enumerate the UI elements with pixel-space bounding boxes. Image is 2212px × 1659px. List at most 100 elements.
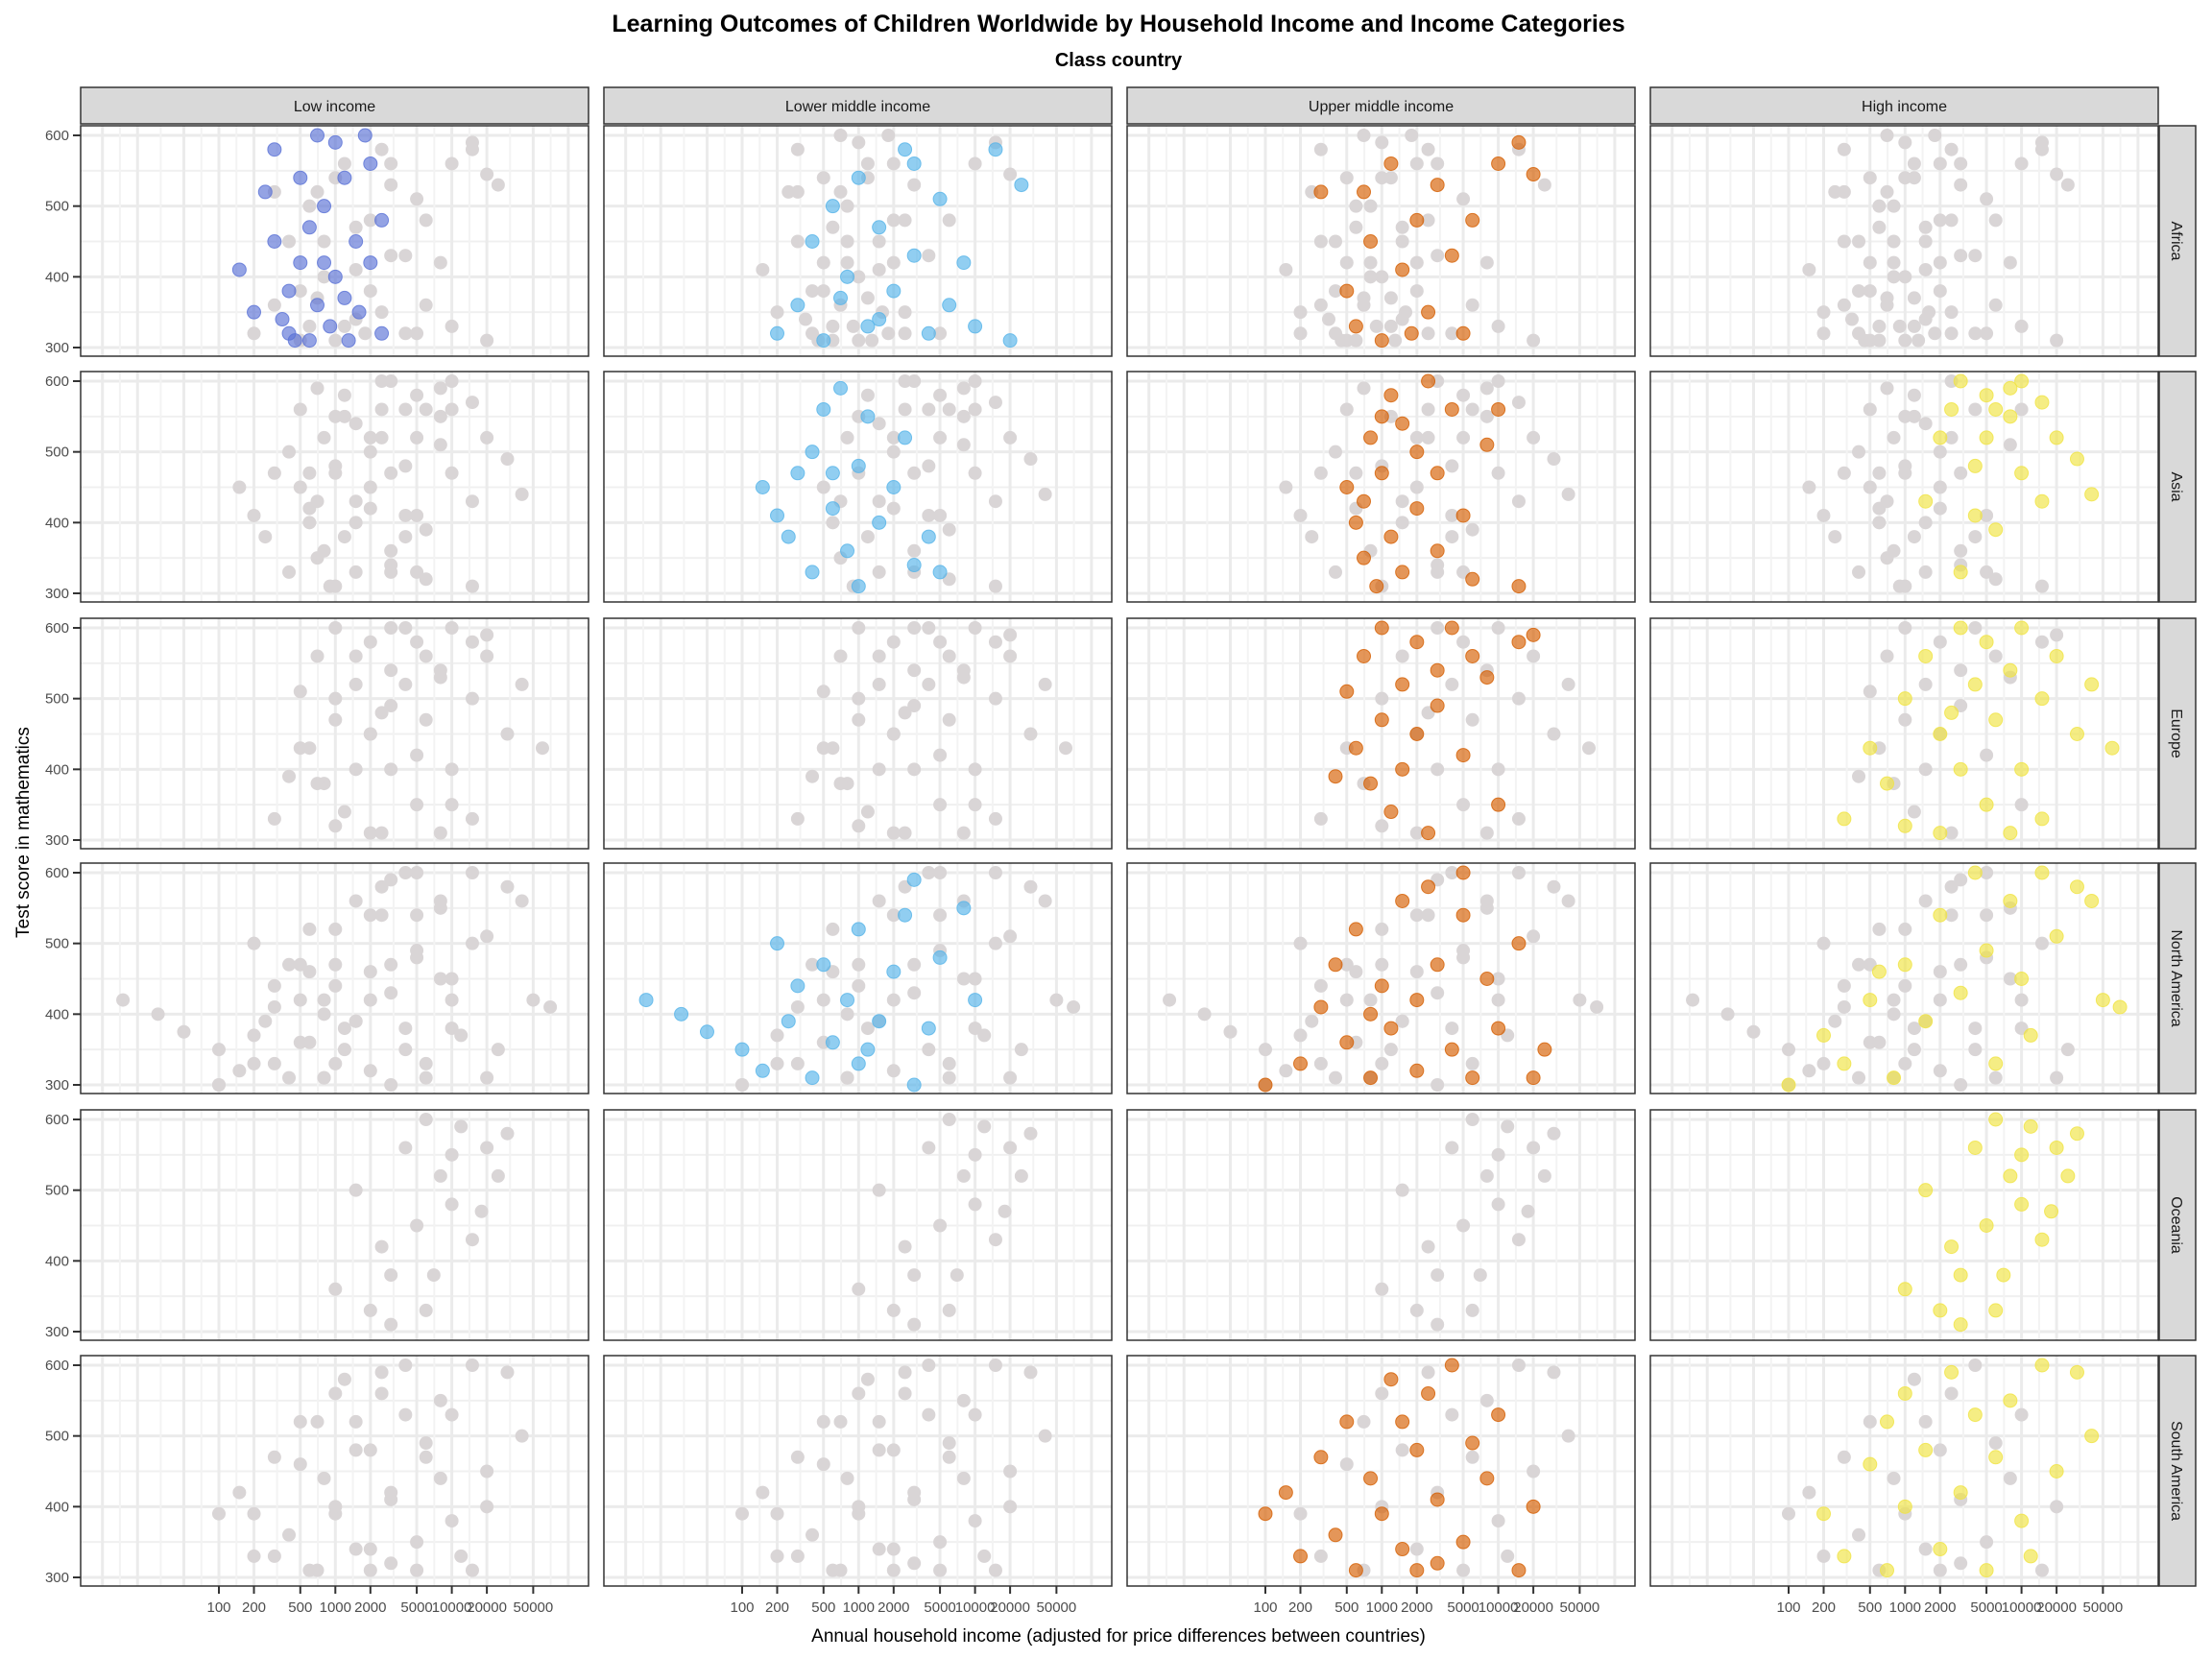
data-point [1409,1063,1425,1078]
background-point [942,712,956,727]
data-point [1491,1407,1506,1423]
background-point [374,879,389,894]
background-point [302,965,317,979]
background-point [1369,319,1383,333]
background-point [2060,1043,2075,1057]
background-point [2034,635,2049,649]
background-point [398,402,413,417]
data-point [2084,677,2100,692]
background-point [886,993,901,1007]
background-point [349,262,363,276]
data-point [1455,508,1471,523]
chart-subtitle: Class country [1055,50,1183,71]
background-point [1933,213,1947,228]
background-point [410,565,424,579]
data-point [310,128,325,143]
panel-plot-area [604,1110,1112,1340]
background-point [1527,1464,1541,1479]
background-point [1887,1471,1901,1485]
background-point [872,417,886,431]
background-point [293,741,307,756]
data-point [1014,178,1029,193]
background-point [349,1014,363,1028]
data-point [1455,865,1471,880]
background-point [1421,213,1435,228]
data-point [327,134,343,150]
background-point [1880,381,1894,396]
background-point [907,178,922,192]
background-point [1023,879,1038,894]
background-point [1954,873,1968,887]
background-point [317,234,331,249]
data-point [1897,957,1912,973]
background-point [1014,1168,1028,1183]
data-point [638,993,654,1008]
data-point [1880,1563,1895,1578]
background-point [1456,944,1471,958]
background-point [1933,284,1947,299]
background-point [1003,649,1018,663]
facet-grid: Low income Lower middle income Upper middl… [45,86,2197,1616]
data-point [906,248,922,263]
background-point [1293,1506,1308,1521]
background-point [1918,516,1933,530]
y-tick-label: 600 [45,1112,69,1128]
background-point [465,1358,479,1372]
facet-panel [1126,862,1636,1094]
background-point [790,1549,805,1563]
background-point [293,685,307,699]
background-point [1313,466,1328,480]
data-point [1511,134,1527,150]
background-point [1837,999,1851,1014]
background-point [1872,199,1887,213]
background-point [445,466,459,480]
facet-row-label: South America [2168,1421,2184,1521]
facet-strip-oceania [2158,1109,2197,1341]
background-point [398,530,413,544]
background-point [1863,1414,1877,1429]
data-point [1357,493,1372,509]
facet-strip-north-america [2158,862,2197,1094]
data-point [1421,373,1436,389]
data-point [825,501,840,517]
background-point [770,1506,784,1521]
background-point [323,579,337,593]
background-point [872,1183,886,1197]
background-point [956,409,971,423]
data-point [2034,395,2050,410]
data-point [2003,1393,2018,1408]
y-tick-label: 500 [45,1429,69,1445]
data-point [1363,776,1379,791]
background-point [1293,305,1308,320]
background-point [1837,298,1851,312]
data-point [790,978,805,994]
background-point [816,171,830,185]
background-point [1898,466,1912,480]
data-point [1374,712,1389,728]
data-point [337,170,352,185]
background-point [1863,402,1877,417]
background-point [1561,894,1575,908]
background-point [1527,929,1541,944]
background-point [1527,333,1541,348]
background-point [1527,1141,1541,1155]
data-point [1953,373,1968,389]
background-point [933,326,948,341]
background-point [805,1527,820,1542]
panel-border [603,617,1113,850]
background-point [1395,1443,1409,1457]
data-point [231,262,247,277]
background-point [465,135,479,150]
background-point [349,220,363,234]
background-point [833,777,848,791]
background-point [384,565,398,579]
background-point [1375,270,1389,284]
data-point [301,333,317,349]
data-point [1816,1027,1832,1043]
background-point [1421,1365,1435,1380]
data-point [2003,380,2018,396]
background-point [1479,381,1494,396]
data-point [851,922,866,937]
background-point [956,663,971,678]
